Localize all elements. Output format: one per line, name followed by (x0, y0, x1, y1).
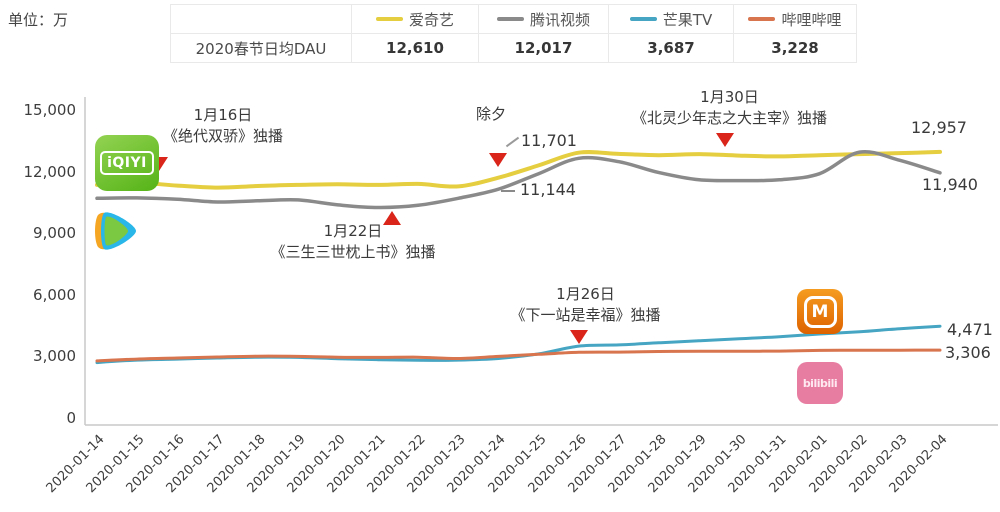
bilibili-end-value: 3,306 (945, 343, 991, 362)
avg-dau-row-label: 2020春节日均DAU (170, 33, 352, 63)
y-axis-label: 15,000 (23, 101, 77, 119)
legend-row: 爱奇艺 腾讯视频 芒果TV 哔哩哔哩 (170, 4, 857, 34)
annotation-jan26: 1月26日 《下一站是幸福》独播 (463, 284, 708, 326)
legend-label-mango: 芒果TV (662, 10, 713, 29)
annotation-jan26-date: 1月26日 (556, 285, 615, 303)
chuxi-iqiyi-value: 11,701 (521, 131, 577, 150)
mango-tv-logo-icon: M (797, 289, 843, 334)
tencent-line-swatch (496, 17, 524, 21)
iqiyi-logo-text: iQIYI (100, 151, 154, 175)
annotation-jan16-title: 《绝代双骄》独播 (162, 127, 283, 145)
annotation-jan16: 1月16日 《绝代双骄》独播 (118, 105, 328, 147)
annotation-jan16-date: 1月16日 (193, 106, 253, 124)
annotation-jan22-date: 1月22日 (323, 222, 383, 240)
annotation-jan26-title: 《下一站是幸福》独播 (510, 306, 661, 324)
avg-dau-bilibili: 3,228 (733, 33, 857, 63)
annotation-jan22-title: 《三生三世枕上书》独播 (270, 243, 436, 261)
legend-item-mango: 芒果TV (613, 9, 729, 30)
tencent-callout-dash (501, 189, 515, 192)
chuxi-tencent-value: 11,144 (501, 180, 576, 199)
series-lines (95, 149, 942, 365)
iqiyi-logo-icon: iQIYI (95, 135, 159, 191)
tencent-video-logo-icon (92, 209, 144, 253)
bilibili-logo-icon: bilibili (797, 362, 843, 404)
y-axis-label: 0 (66, 409, 76, 427)
mango-end-value: 4,471 (947, 320, 993, 339)
avg-dau-mango: 3,687 (608, 33, 734, 63)
annotation-jan22: 1月22日 《三生三世枕上书》独播 (248, 221, 458, 263)
legend-item-tencent: 腾讯视频 (483, 9, 604, 30)
mango-line-swatch (629, 17, 657, 21)
tencent-play-icon (95, 212, 136, 250)
annotation-chuxi: 除夕 (475, 105, 506, 123)
y-axis-label: 6,000 (33, 285, 76, 304)
y-axis-label: 3,000 (33, 347, 76, 366)
legend-label-tencent: 腾讯视频 (529, 10, 590, 29)
y-axis-label: 9,000 (33, 224, 76, 243)
legend-table: 爱奇艺 腾讯视频 芒果TV 哔哩哔哩 (170, 4, 857, 63)
chuxi-tencent-number: 11,144 (520, 180, 576, 199)
series-line-爱奇艺 (95, 149, 942, 190)
legend-label-bilibili: 哔哩哔哩 (781, 10, 842, 29)
legend-item-iqiyi: 爱奇艺 (356, 9, 474, 30)
legend-item-bilibili: 哔哩哔哩 (738, 9, 852, 30)
annotation-jan30: 1月30日 《北灵少年志之大主宰》独播 (607, 87, 852, 129)
legend-row-empty-cell (170, 4, 352, 34)
y-axis-label: 12,000 (23, 162, 77, 181)
iqiyi-line-swatch (375, 17, 403, 21)
event-marker-chuxi-down-icon (489, 153, 507, 167)
unit-label: 单位：万 (8, 11, 69, 29)
avg-dau-tencent: 12,017 (478, 33, 609, 63)
annotation-jan30-date: 1月30日 (700, 88, 759, 106)
series-line-腾讯视频 (95, 149, 942, 210)
event-marker-jan22-up-icon (383, 211, 401, 225)
series-line-哔哩哔哩 (95, 348, 942, 363)
legend-label-iqiyi: 爱奇艺 (408, 10, 454, 29)
event-marker-jan30-down-icon (716, 133, 734, 147)
bilibili-logo-text: bilibili (802, 376, 838, 390)
mango-logo-letter: M (803, 295, 837, 328)
annotation-jan30-title: 《北灵少年志之大主宰》独播 (631, 109, 827, 127)
event-marker-jan26-down-icon (570, 330, 588, 344)
tencent-end-value: 11,940 (922, 175, 978, 194)
avg-dau-row: 2020春节日均DAU 12,610 12,017 3,687 3,228 (170, 33, 857, 63)
iqiyi-end-value: 12,957 (911, 118, 967, 137)
bilibili-line-swatch (748, 17, 776, 21)
